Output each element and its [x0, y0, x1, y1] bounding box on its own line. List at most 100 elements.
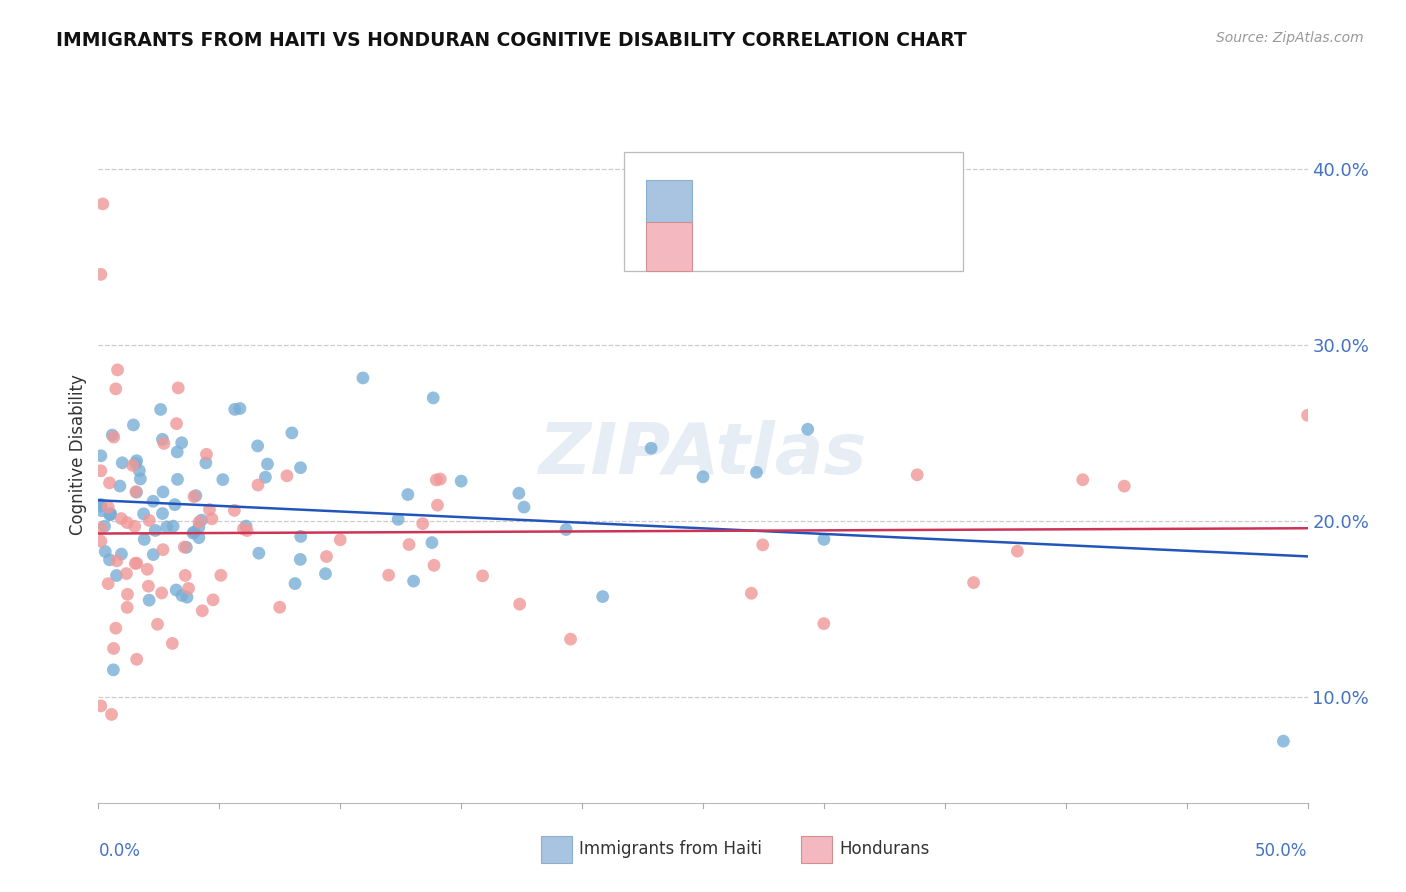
Point — [745, 466, 768, 480]
Point — [162, 519, 184, 533]
Point — [420, 535, 443, 549]
Point — [177, 582, 200, 596]
Point — [508, 486, 530, 500]
Point — [103, 663, 125, 677]
Point — [396, 487, 419, 501]
Text: 0.086: 0.086 — [780, 237, 837, 255]
Point — [1071, 473, 1094, 487]
Point — [105, 554, 128, 568]
Text: ZIPAtlas: ZIPAtlas — [538, 420, 868, 490]
Point — [170, 435, 193, 450]
Point — [1296, 409, 1319, 423]
Point — [104, 382, 127, 396]
Point — [98, 475, 121, 490]
Text: N =: N = — [877, 237, 917, 255]
Point — [191, 604, 214, 618]
Point — [125, 485, 148, 500]
Point — [352, 371, 374, 385]
Point — [125, 453, 148, 467]
Point — [290, 460, 312, 475]
Point — [124, 457, 146, 471]
Point — [190, 513, 212, 527]
Point — [98, 508, 121, 522]
Point — [115, 566, 138, 581]
Point — [98, 553, 121, 567]
Point — [246, 478, 269, 492]
Point — [183, 525, 205, 540]
Point — [153, 436, 176, 450]
Point — [165, 582, 187, 597]
Point — [90, 498, 112, 512]
Point — [962, 575, 984, 590]
Point — [173, 540, 195, 554]
Point — [1114, 479, 1136, 493]
Text: IMMIGRANTS FROM HAITI VS HONDURAN COGNITIVE DISABILITY CORRELATION CHART: IMMIGRANTS FROM HAITI VS HONDURAN COGNIT… — [56, 31, 967, 50]
Point — [513, 500, 536, 515]
Point — [90, 464, 112, 478]
FancyBboxPatch shape — [647, 222, 692, 270]
Point — [198, 502, 221, 516]
Point — [90, 268, 112, 282]
Point — [152, 432, 174, 446]
Point — [90, 503, 112, 517]
Text: R =: R = — [714, 195, 752, 213]
Point — [138, 513, 160, 527]
Point — [107, 363, 129, 377]
Point — [751, 538, 773, 552]
Point — [122, 417, 145, 432]
Point — [110, 511, 132, 525]
Point — [124, 557, 146, 571]
Point — [125, 652, 148, 666]
Point — [90, 500, 112, 514]
Point — [117, 587, 139, 601]
Point — [93, 519, 115, 533]
Point — [183, 490, 205, 504]
Point — [174, 568, 197, 582]
Point — [94, 544, 117, 558]
Point — [256, 457, 278, 471]
Point — [905, 467, 928, 482]
Point — [315, 549, 337, 564]
Point — [235, 519, 257, 533]
Point — [149, 402, 172, 417]
Point — [152, 485, 174, 500]
Point — [184, 489, 207, 503]
Text: 50.0%: 50.0% — [1256, 841, 1308, 860]
Point — [105, 568, 128, 582]
Point — [246, 439, 269, 453]
Point — [211, 473, 233, 487]
Point — [187, 531, 209, 545]
Point — [450, 474, 472, 488]
Point — [201, 512, 224, 526]
Point — [162, 636, 184, 650]
Point — [152, 507, 174, 521]
Point — [124, 519, 146, 533]
Point — [224, 402, 246, 417]
Text: R =: R = — [714, 237, 752, 255]
Point — [97, 500, 120, 515]
Point — [170, 589, 193, 603]
Point — [276, 468, 298, 483]
Point — [471, 569, 494, 583]
Point — [90, 449, 112, 463]
Point — [152, 542, 174, 557]
Point — [229, 401, 252, 416]
Point — [813, 616, 835, 631]
Text: 0.0%: 0.0% — [98, 841, 141, 860]
Point — [509, 597, 531, 611]
Point — [429, 472, 451, 486]
Point — [108, 479, 131, 493]
Point — [290, 552, 312, 566]
Point — [796, 422, 818, 436]
Point — [100, 507, 122, 521]
Point — [176, 541, 198, 555]
Point — [1007, 544, 1029, 558]
Point — [1272, 734, 1295, 748]
Point — [290, 529, 312, 543]
Point — [209, 568, 232, 582]
Point — [128, 464, 150, 478]
Text: 75: 75 — [938, 237, 960, 255]
Point — [247, 546, 270, 560]
Text: N =: N = — [877, 195, 917, 213]
Point — [138, 579, 160, 593]
